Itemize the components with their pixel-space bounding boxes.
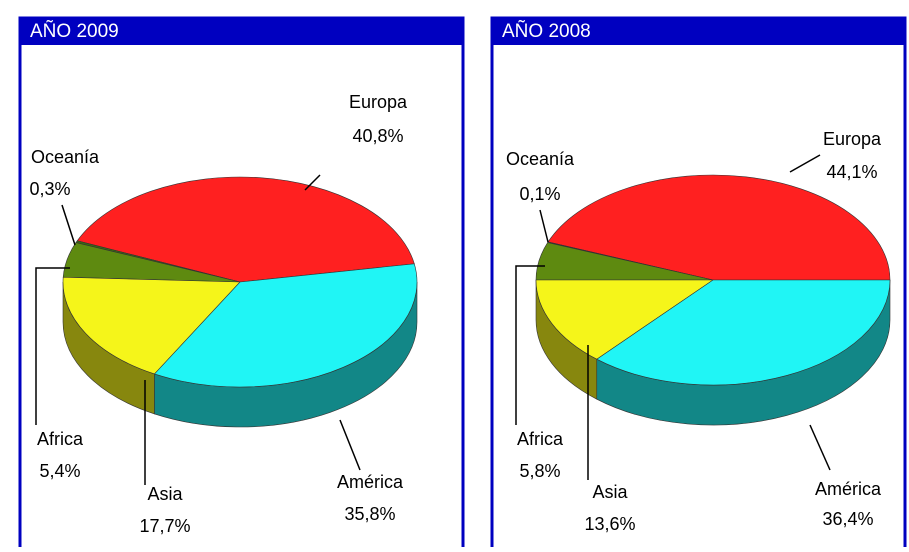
chart-title: AÑO 2008 bbox=[502, 20, 591, 42]
slice-value: 17,7% bbox=[139, 516, 190, 536]
slice bbox=[76, 176, 415, 283]
slice-label: Africa bbox=[37, 429, 84, 449]
slice bbox=[62, 276, 241, 375]
leader-line bbox=[35, 267, 70, 425]
title-bar bbox=[492, 18, 905, 45]
leader-line bbox=[339, 419, 361, 471]
slice-label: Europa bbox=[349, 92, 408, 112]
leader-line bbox=[61, 204, 76, 246]
slice-value: 0,1% bbox=[519, 184, 560, 204]
leader-line bbox=[515, 265, 545, 425]
slice-label: América bbox=[337, 472, 404, 492]
slice bbox=[153, 263, 418, 388]
slice bbox=[547, 174, 891, 281]
chart-title: AÑO 2009 bbox=[30, 20, 119, 42]
leader-line bbox=[809, 424, 831, 471]
slice-label: Europa bbox=[823, 129, 882, 149]
leader-line bbox=[539, 209, 549, 243]
slice-value: 0,3% bbox=[29, 179, 70, 199]
slice-value: 40,8% bbox=[352, 126, 403, 146]
slice-label: América bbox=[815, 479, 882, 499]
slice bbox=[535, 279, 714, 360]
slice-value: 13,6% bbox=[584, 514, 635, 534]
slice-value: 5,4% bbox=[39, 461, 80, 481]
slice-label: Oceanía bbox=[506, 149, 575, 169]
title-bar bbox=[20, 18, 463, 45]
slice-label: Oceanía bbox=[31, 147, 100, 167]
slice-label: Africa bbox=[517, 429, 564, 449]
slice-label: Asia bbox=[592, 482, 628, 502]
slice-value: 36,4% bbox=[822, 509, 873, 529]
slice-value: 35,8% bbox=[344, 504, 395, 524]
slice-value: 5,8% bbox=[519, 461, 560, 481]
pie-chart: AÑO 2008 Europa 44,1% Oceanía 0,1% Africa 5,8%… bbox=[490, 16, 907, 552]
leader-line bbox=[789, 154, 821, 173]
pie-chart: AÑO 2009 Europa 40,8% Oceanía 0,3% Africa 5,4%… bbox=[18, 16, 465, 552]
slice-label: Asia bbox=[147, 484, 183, 504]
slice-value: 44,1% bbox=[826, 162, 877, 182]
leader-line bbox=[304, 174, 321, 191]
slice bbox=[596, 279, 891, 386]
